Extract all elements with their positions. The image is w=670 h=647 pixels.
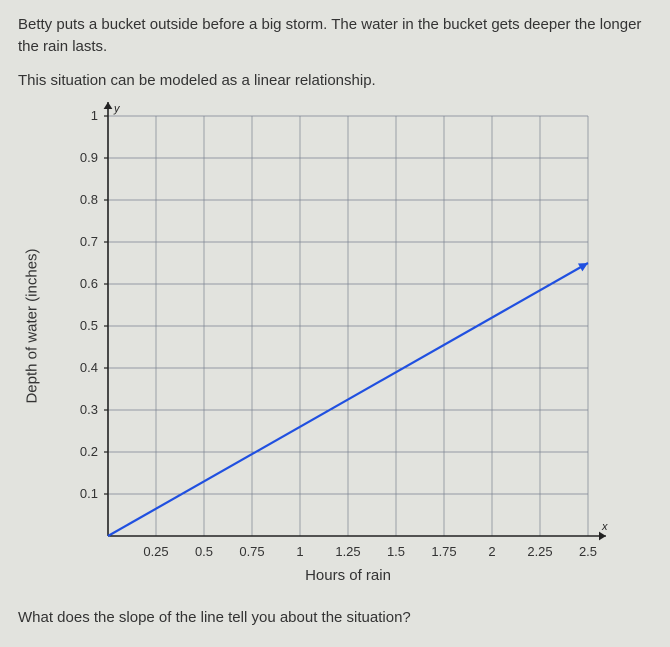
svg-text:1.5: 1.5 <box>387 544 405 559</box>
svg-text:0.7: 0.7 <box>80 234 98 249</box>
y-axis-label: Depth of water (inches) <box>24 249 41 404</box>
svg-text:0.6: 0.6 <box>80 276 98 291</box>
svg-text:0.2: 0.2 <box>80 444 98 459</box>
svg-text:y: y <box>113 103 121 115</box>
svg-text:0.25: 0.25 <box>143 544 168 559</box>
svg-text:0.75: 0.75 <box>239 544 264 559</box>
chart-container: Depth of water (inches) yx0.250.50.7511.… <box>28 101 648 601</box>
svg-text:0.4: 0.4 <box>80 360 98 375</box>
svg-text:1.25: 1.25 <box>335 544 360 559</box>
svg-text:x: x <box>601 521 608 533</box>
svg-text:2.25: 2.25 <box>527 544 552 559</box>
intro-text-1: Betty puts a bucket outside before a big… <box>18 14 656 58</box>
svg-text:2: 2 <box>488 544 495 559</box>
svg-text:1.75: 1.75 <box>431 544 456 559</box>
question-text: What does the slope of the line tell you… <box>18 609 656 626</box>
svg-text:0.1: 0.1 <box>80 486 98 501</box>
svg-text:0.5: 0.5 <box>195 544 213 559</box>
line-chart: y x 0.25 0.5 0.75 1 1.25 1.5 1.75 2 2.25 2.5 0.1 0.2 0… <box>28 101 648 601</box>
svg-text:0.3: 0.3 <box>80 402 98 417</box>
svg-text:0.9: 0.9 <box>80 150 98 165</box>
svg-text:0.5: 0.5 <box>80 318 98 333</box>
svg-text:Hours of rain: Hours of rain <box>305 567 391 584</box>
svg-text:1: 1 <box>296 544 303 559</box>
svg-text:1: 1 <box>91 108 98 123</box>
intro-text-2: This situation can be modeled as a linea… <box>18 70 656 92</box>
svg-text:0.8: 0.8 <box>80 192 98 207</box>
svg-text:2.5: 2.5 <box>579 544 597 559</box>
